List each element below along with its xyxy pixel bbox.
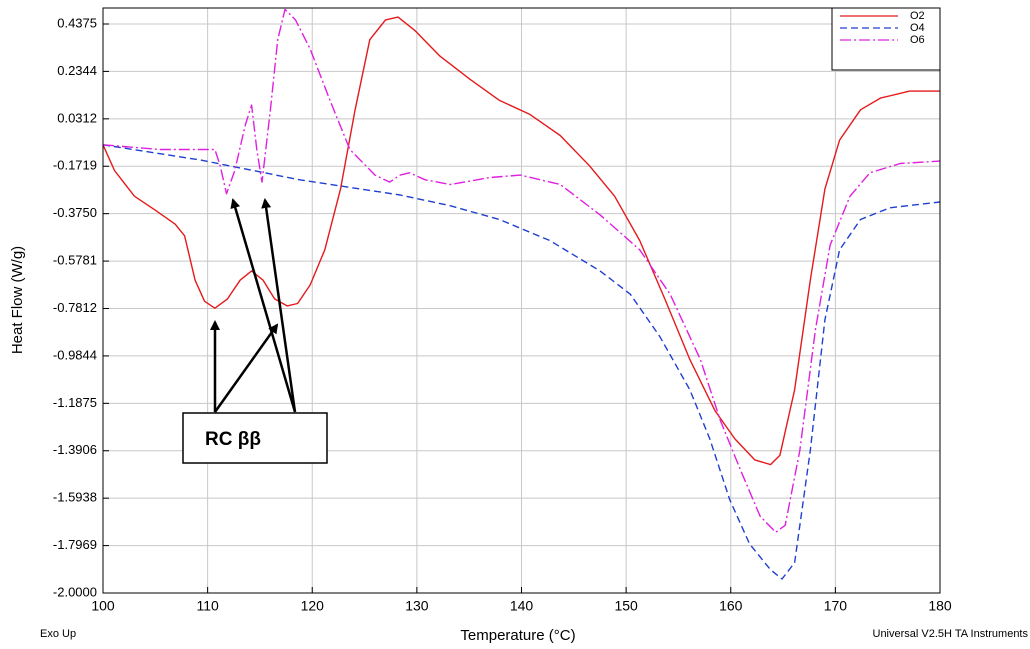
y-tick-label: -1.1875 bbox=[53, 395, 97, 410]
y-tick-label: 0.4375 bbox=[57, 15, 97, 30]
legend-label: O4 bbox=[910, 22, 925, 34]
annotation-arrows bbox=[210, 198, 297, 413]
plot-lines bbox=[103, 8, 940, 580]
y-tick-label: 0.0312 bbox=[57, 110, 97, 125]
footer-right: Universal V2.5H TA Instruments bbox=[873, 628, 1029, 640]
x-tick-label: 130 bbox=[405, 598, 429, 614]
x-tick-label: 150 bbox=[614, 598, 638, 614]
footer-left: Exo Up bbox=[40, 628, 76, 640]
x-tick-label: 160 bbox=[719, 598, 743, 614]
y-tick-label: -1.3906 bbox=[53, 442, 97, 457]
y-tick-label: -0.9844 bbox=[53, 347, 97, 362]
x-tick-label: 100 bbox=[91, 598, 115, 614]
x-tick-label: 170 bbox=[824, 598, 848, 614]
series-line bbox=[103, 8, 940, 533]
x-tick-label: 180 bbox=[928, 598, 952, 614]
y-tick-label: -2.0000 bbox=[53, 584, 97, 599]
y-tick-label: -1.5938 bbox=[53, 490, 97, 505]
y-tick-label: -0.7812 bbox=[53, 300, 97, 315]
y-tick-label: -1.7969 bbox=[53, 537, 97, 552]
series-line bbox=[103, 144, 940, 580]
y-axis-title: Heat Flow (W/g) bbox=[9, 246, 26, 354]
y-tick-label: -0.5781 bbox=[53, 253, 97, 268]
legend-label: O6 bbox=[910, 34, 925, 46]
series-line bbox=[103, 16, 940, 466]
annotation-text: RC ββ bbox=[205, 429, 261, 450]
y-tick-label: -0.3750 bbox=[53, 205, 97, 220]
legend-box bbox=[831, 7, 941, 71]
x-axis-title: Temperature (°C) bbox=[460, 627, 575, 644]
x-tick-label: 110 bbox=[196, 598, 219, 614]
arrow bbox=[261, 198, 297, 413]
y-tick-label: 0.2344 bbox=[57, 63, 97, 78]
legend-label: O2 bbox=[910, 10, 925, 22]
arrow bbox=[213, 323, 279, 413]
ticks: 0.4375 0.2344 0.0312 -0.1719 -0.3750 -0.5781 -… bbox=[53, 15, 952, 613]
grid bbox=[102, 8, 941, 594]
x-tick-label: 120 bbox=[301, 598, 325, 614]
y-tick-label: -0.1719 bbox=[53, 158, 97, 173]
annotation-box bbox=[182, 412, 328, 464]
x-tick-label: 140 bbox=[510, 598, 534, 614]
arrow bbox=[230, 198, 297, 413]
